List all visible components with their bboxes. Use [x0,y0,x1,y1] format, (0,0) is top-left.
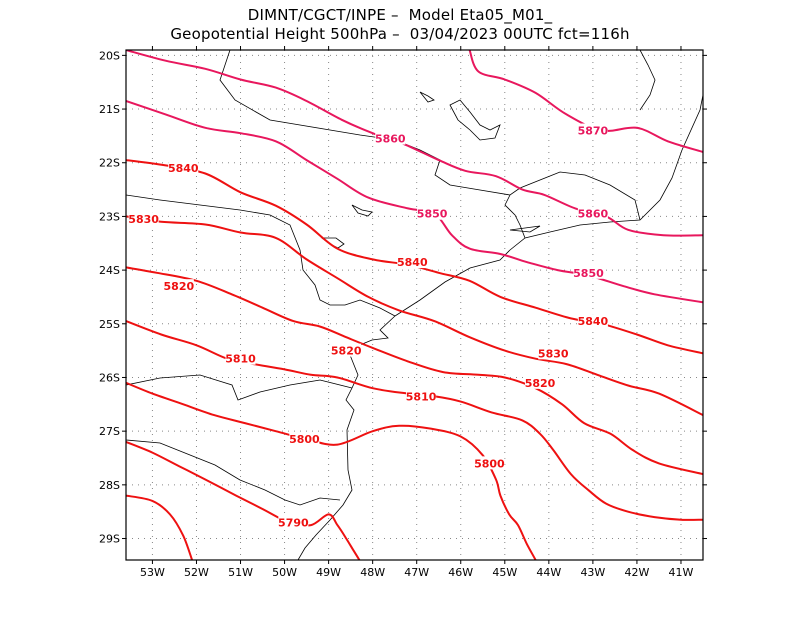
contour-5830 [126,215,703,416]
lon-label: 43W [580,566,605,579]
contour-lines [126,50,703,560]
contour-label: 5860 [578,208,609,221]
state-boundary [126,374,353,401]
contour-label: 5800 [474,457,505,470]
contour-label: 5830 [128,213,159,226]
coastline-boundaries [126,50,703,560]
contour-label-bg [163,279,194,293]
lat-label: 25S [99,318,120,331]
contour-label: 5820 [164,280,195,293]
state-boundary [504,194,526,239]
contour-5850 [126,100,703,304]
contour-5790 [126,494,194,560]
lon-label: 44W [536,566,561,579]
reservoir-outline [419,91,435,103]
lon-label: 45W [492,566,517,579]
lat-label: 29S [99,533,120,546]
contour-label: 5850 [573,267,604,280]
contour-label: 5870 [578,125,609,138]
contour-labels: 5870 5860 5860 5850 5850 5840 5840 5840 5830 5830… [128,123,609,529]
contour-label-bg [289,432,320,446]
lon-label: 51W [228,566,253,579]
contour-5820 [126,266,703,476]
contour-label: 5800 [289,433,320,446]
contour-label-bg [128,212,159,226]
contour-label: 5850 [417,208,448,221]
contour-label: 5820 [525,377,556,390]
contour-label-bg [406,389,437,403]
contour-label-bg [417,206,448,220]
lon-label: 52W [184,566,209,579]
graticule-grid [126,50,703,560]
contour-5800 [126,381,537,560]
lat-label: 27S [99,425,120,438]
reservoir-outline [449,99,501,141]
contour-label: 5830 [538,347,569,360]
contour-5870 [468,50,703,153]
contour-label: 5840 [578,315,609,328]
state-boundary [126,439,341,506]
contour-label-bg [573,265,604,279]
contour-label-bg [577,206,608,220]
state-boundary [639,50,656,111]
reservoir-outline [351,204,373,217]
contour-5860 [126,50,703,237]
contour-label-bg [168,161,199,175]
contour-label-bg [278,515,309,529]
contour-label-bg [538,346,569,360]
plot-frame [125,49,704,561]
contour-label: 5860 [375,133,406,146]
lon-label: 49W [316,566,341,579]
island-outline [509,225,541,233]
contour-label: 5840 [397,256,428,269]
contour-label-bg [397,255,428,269]
lon-label: 42W [624,566,649,579]
lon-label: 46W [448,566,473,579]
lat-label: 28S [99,479,120,492]
contour-label: 5840 [168,162,199,175]
coastline-boundary [297,315,396,560]
contour-label-bg [375,131,406,145]
lat-label: 24S [99,264,120,277]
map-title-line-2: Geopotential Height 500hPa – 03/04/2023 … [170,25,630,43]
map-title-line-1: DIMNT/CGCT/INPE – Model Eta05_M01_ [247,6,553,24]
state-boundary [219,50,641,221]
lon-label: 53W [140,566,165,579]
contour-label-bg [225,351,256,365]
state-boundary [126,194,396,317]
coastline-boundary [394,94,703,317]
lon-label: 47W [404,566,429,579]
lat-label: 22S [99,157,120,170]
lat-label: 26S [99,371,120,384]
lat-label: 23S [99,210,120,223]
lon-label: 50W [272,566,297,579]
contour-5790 [126,440,361,560]
contour-label: 5820 [331,345,362,358]
contour-label: 5810 [406,390,437,403]
lon-label: 41W [669,566,694,579]
contour-label-bg [577,314,608,328]
contour-label-bg [525,375,556,389]
lat-label: 20S [99,49,120,62]
contour-label-bg [474,456,505,470]
contour-label-bg [331,343,362,357]
axis-ticks: 53W 52W 51W 50W 49W 48W 47W 46W 45W 44W 43W 42W 41W 2… [99,46,707,579]
lat-label: 21S [99,103,120,116]
contour-5810 [126,320,703,521]
lon-label: 48W [360,566,385,579]
contour-label: 5790 [278,516,309,529]
contour-label: 5810 [225,353,256,366]
contour-label-bg [577,123,608,137]
